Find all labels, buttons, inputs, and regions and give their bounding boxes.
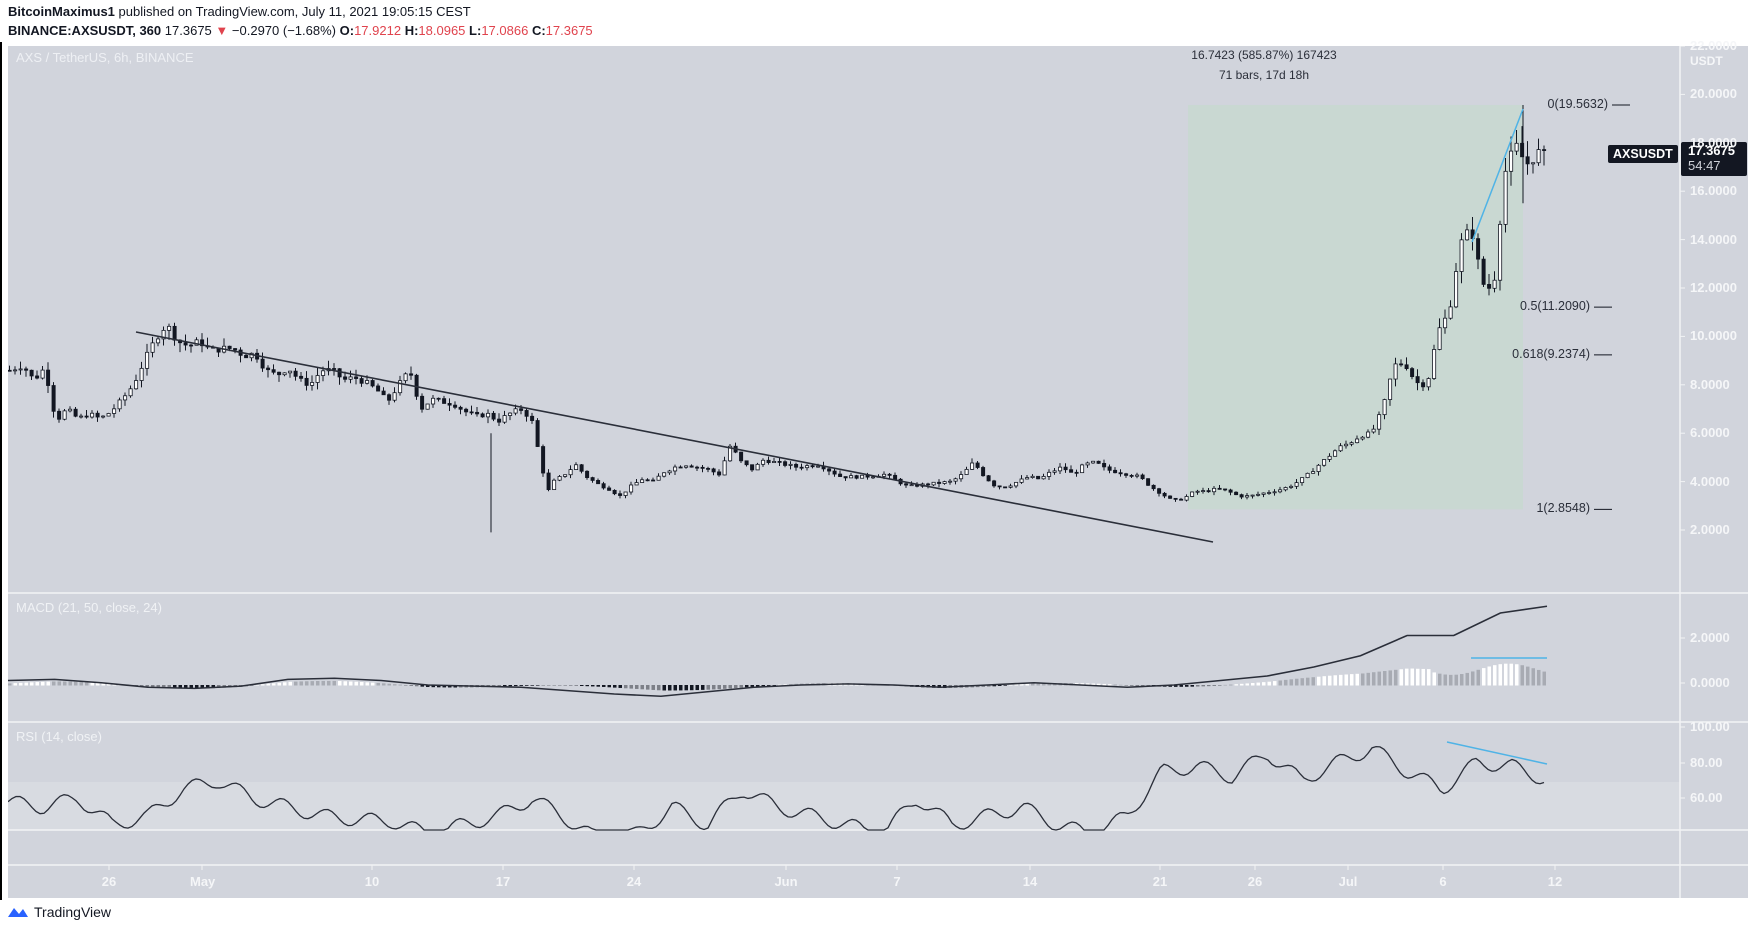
time-tick-17: 17 xyxy=(495,874,511,889)
time-tick-May: May xyxy=(190,874,216,889)
low-value: 17.0866 xyxy=(481,23,529,38)
chart-title: AXS / TetherUS, 6h, BINANCE xyxy=(16,50,194,65)
macd-label: MACD (21, 50, close, 24) xyxy=(16,600,162,615)
time-tick-Jun: Jun xyxy=(774,874,798,889)
price-tick-22: 22.0000 xyxy=(1690,38,1737,53)
fib-level-0.5: 0.5(11.2090) xyxy=(1520,299,1590,314)
rsi-tick-60: 60.00 xyxy=(1690,790,1723,805)
high-value: 18.0965 xyxy=(418,23,466,38)
time-tick-24: 24 xyxy=(626,874,642,889)
price-tick-10: 10.0000 xyxy=(1690,328,1737,344)
price-tick-8: 8.0000 xyxy=(1690,376,1730,392)
macd-tick-2: 2.0000 xyxy=(1690,630,1730,645)
price-tick-20: 20.0000 xyxy=(1690,86,1737,102)
rsi-label: RSI (14, close) xyxy=(16,729,102,744)
price-tick-12: 12.0000 xyxy=(1690,280,1737,295)
tradingview-cloud-icon xyxy=(8,908,28,917)
price-tick-14: 14.0000 xyxy=(1690,231,1737,247)
close-label: C: xyxy=(531,23,546,38)
fib-level-1: 1(2.8548) xyxy=(1536,501,1590,516)
chart-canvas[interactable]: AXS / TetherUS, 6h, BINANCE USDT 16.7423… xyxy=(8,38,1748,898)
tradingview-logo-text: TradingView xyxy=(34,904,112,920)
symbol-info-line: BINANCE:AXSUSDT, 360 17.3675 ▼ −0.2970 (… xyxy=(8,23,593,38)
symbol-line: BINANCE:AXSUSDT, 360 xyxy=(8,23,162,38)
price-tick-2: 2.0000 xyxy=(1690,522,1730,537)
measure-line-1: 16.7423 (585.87%) 167423 xyxy=(1191,48,1337,62)
last-price-box: 17.3675 54:47 xyxy=(1681,142,1747,176)
last-price-value: 17.3675 xyxy=(1688,143,1735,158)
time-tick-12: 12 xyxy=(1547,874,1563,889)
time-tick-14: 14 xyxy=(1022,874,1038,889)
price-tick-6: 6.0000 xyxy=(1690,425,1730,441)
high-label: H: xyxy=(404,23,419,38)
price-tick-4: 4.0000 xyxy=(1690,473,1730,489)
chart-svg[interactable] xyxy=(8,46,1748,898)
fib-level-0.618: 0.618(9.2374) xyxy=(1512,346,1590,361)
close-value: 17.3675 xyxy=(545,23,593,38)
publish-info: BitcoinMaximus1 published on TradingView… xyxy=(8,4,471,19)
open-label: O: xyxy=(339,23,355,38)
time-tick-Jul: Jul xyxy=(1338,874,1358,889)
rsi-tick-80: 80.00 xyxy=(1690,755,1723,770)
low-label: L: xyxy=(469,23,482,38)
bar-countdown: 54:47 xyxy=(1688,158,1721,173)
time-tick-21: 21 xyxy=(1152,874,1168,889)
currency-label: USDT xyxy=(1690,54,1723,68)
price-change: −0.2970 (−1.68%) xyxy=(231,23,336,38)
price-tick-16: 16.0000 xyxy=(1690,183,1737,199)
measure-line-2: 71 bars, 17d 18h xyxy=(1218,68,1310,82)
left-edge-bar xyxy=(0,42,2,900)
price-tick-18: 18.0000 xyxy=(1690,134,1737,150)
author-name: BitcoinMaximus1 xyxy=(8,4,115,19)
triangle-down-icon: ▼ xyxy=(215,23,229,38)
macd-tick-0: 0.0000 xyxy=(1690,675,1730,690)
last-price: 17.3675 xyxy=(164,23,212,38)
time-tick-7: 7 xyxy=(893,874,901,889)
fib-level-0: 0(19.5632) xyxy=(1547,96,1608,111)
time-tick-6: 6 xyxy=(1439,874,1447,889)
symbol-price-tag: AXSUSDT xyxy=(1608,145,1678,163)
time-tick-26: 26 xyxy=(101,874,117,889)
open-value: 17.9212 xyxy=(354,23,402,38)
rsi-tick-100: 100.00 xyxy=(1690,719,1730,734)
time-tick-26: 26 xyxy=(1247,874,1263,889)
tradingview-logo[interactable]: TradingView xyxy=(6,904,111,920)
published-text: published on TradingView.com, July 11, 2… xyxy=(118,4,471,19)
time-tick-10: 10 xyxy=(364,874,380,889)
